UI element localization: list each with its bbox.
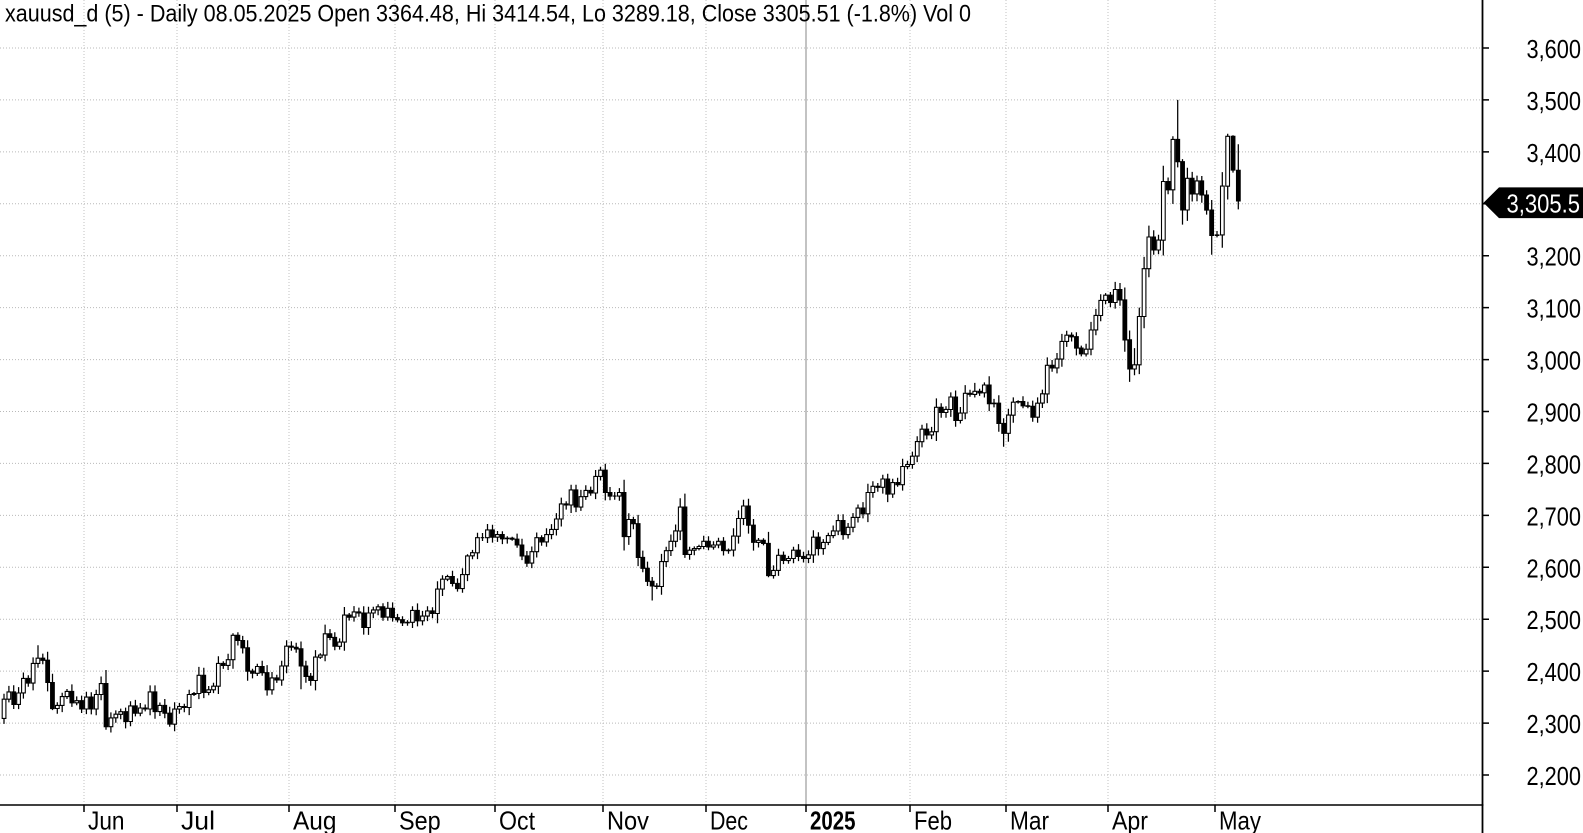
- svg-text:3,600: 3,600: [1527, 34, 1582, 64]
- svg-text:3,000: 3,000: [1527, 346, 1582, 376]
- svg-text:2,800: 2,800: [1527, 449, 1582, 479]
- svg-text:Apr: Apr: [1112, 806, 1148, 833]
- svg-text:3,200: 3,200: [1527, 242, 1582, 272]
- svg-text:Mar: Mar: [1010, 806, 1049, 833]
- svg-text:2,600: 2,600: [1527, 553, 1582, 583]
- svg-text:3,305.5: 3,305.5: [1507, 188, 1581, 218]
- svg-text:2,900: 2,900: [1527, 398, 1582, 428]
- svg-text:3,100: 3,100: [1527, 294, 1582, 324]
- svg-text:2,200: 2,200: [1527, 761, 1582, 791]
- svg-text:May: May: [1219, 806, 1261, 833]
- svg-text:Jul: Jul: [181, 806, 215, 833]
- svg-text:Aug: Aug: [293, 806, 337, 833]
- svg-text:2025: 2025: [810, 806, 856, 833]
- svg-text:Sep: Sep: [399, 806, 441, 833]
- svg-text:2,500: 2,500: [1527, 605, 1582, 635]
- svg-text:Dec: Dec: [710, 806, 748, 833]
- svg-text:Jun: Jun: [88, 806, 125, 833]
- svg-text:2,400: 2,400: [1527, 657, 1582, 687]
- svg-text:2,300: 2,300: [1527, 709, 1582, 739]
- svg-text:Feb: Feb: [914, 806, 952, 833]
- svg-text:3,400: 3,400: [1527, 138, 1582, 168]
- svg-text:Nov: Nov: [607, 806, 649, 833]
- svg-text:Oct: Oct: [499, 806, 536, 833]
- svg-text:3,500: 3,500: [1527, 86, 1582, 116]
- svg-text:2,700: 2,700: [1527, 501, 1582, 531]
- svg-text:xauusd_d (5) - Daily 08.05.202: xauusd_d (5) - Daily 08.05.2025 Open 336…: [5, 1, 971, 28]
